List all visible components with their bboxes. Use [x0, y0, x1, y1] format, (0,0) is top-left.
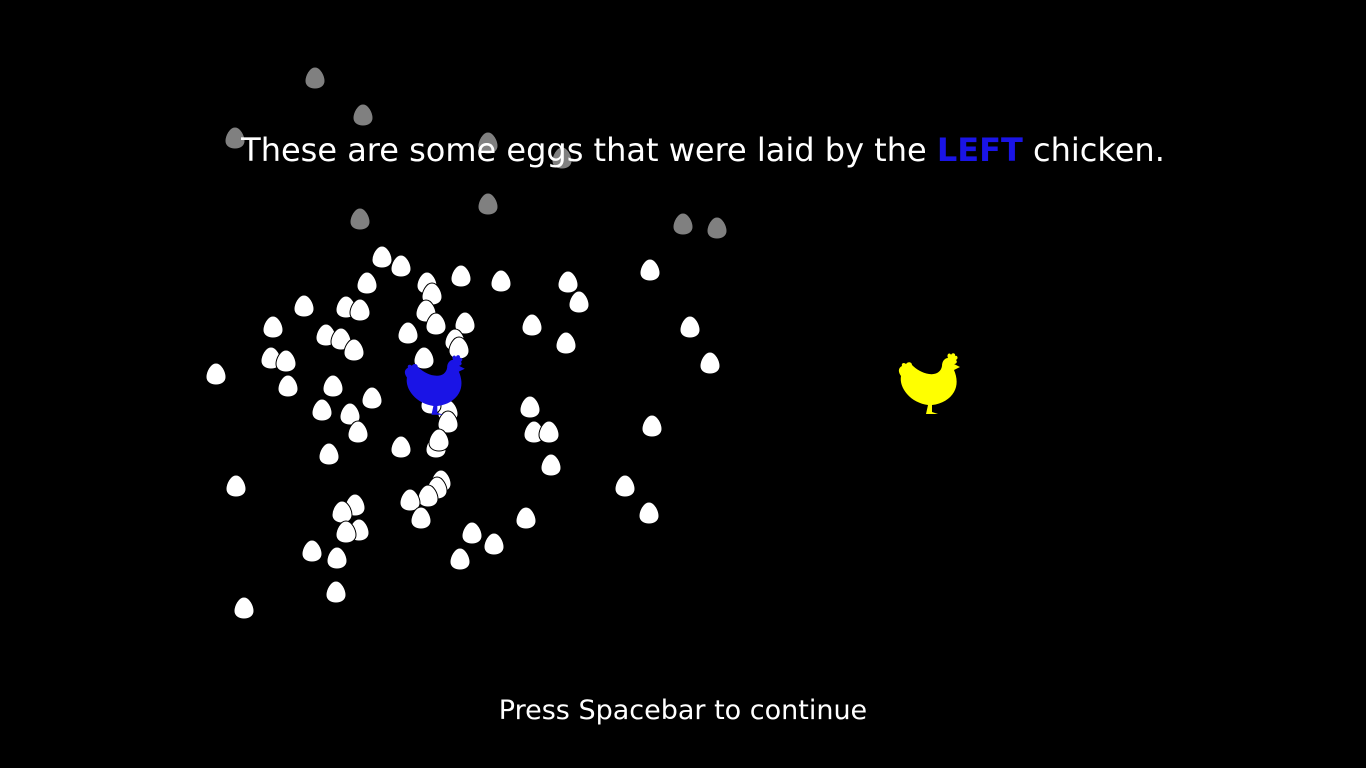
white-egg [699, 351, 721, 375]
white-egg [293, 294, 315, 318]
white-egg [614, 474, 636, 498]
white-egg [568, 290, 590, 314]
white-egg [390, 254, 412, 278]
white-egg [326, 546, 348, 570]
white-egg [449, 547, 471, 571]
instruction-prefix: These are some eggs that were laid by th… [241, 131, 937, 169]
white-egg [483, 532, 505, 556]
white-egg [450, 264, 472, 288]
white-egg [318, 442, 340, 466]
white-egg [301, 539, 323, 563]
faded-egg [477, 192, 499, 216]
white-egg [490, 269, 512, 293]
white-egg [371, 245, 393, 269]
faded-egg [706, 216, 728, 240]
white-egg [361, 386, 383, 410]
white-egg [641, 414, 663, 438]
white-egg [555, 331, 577, 355]
continue-prompt: Press Spacebar to continue [498, 695, 868, 726]
white-egg [311, 398, 333, 422]
white-egg [356, 271, 378, 295]
right-chicken-icon [898, 353, 960, 414]
white-egg [233, 596, 255, 620]
white-egg [277, 374, 299, 398]
chickens-layer [404, 353, 960, 415]
white-egg [262, 315, 284, 339]
white-egg [397, 321, 419, 345]
white-egg [390, 435, 412, 459]
white-egg [461, 521, 483, 545]
white-egg [515, 506, 537, 530]
white-egg [225, 474, 247, 498]
instruction-suffix: chicken. [1022, 131, 1165, 169]
white-egg [557, 270, 579, 294]
white-egg [679, 315, 701, 339]
instruction-text: These are some eggs that were laid by th… [0, 128, 1366, 172]
white-egg [521, 313, 543, 337]
white-egg [322, 374, 344, 398]
faded-egg [352, 103, 374, 127]
white-egg [538, 420, 560, 444]
faded-egg [349, 207, 371, 231]
white-egg [519, 395, 541, 419]
faded-egg [672, 212, 694, 236]
white-egg [205, 362, 227, 386]
white-egg [399, 488, 421, 512]
instruction-highlight-left: LEFT [936, 131, 1023, 169]
white-egg [638, 501, 660, 525]
white-egg [325, 580, 347, 604]
faded-egg [304, 66, 326, 90]
white-egg [639, 258, 661, 282]
white-egg [540, 453, 562, 477]
